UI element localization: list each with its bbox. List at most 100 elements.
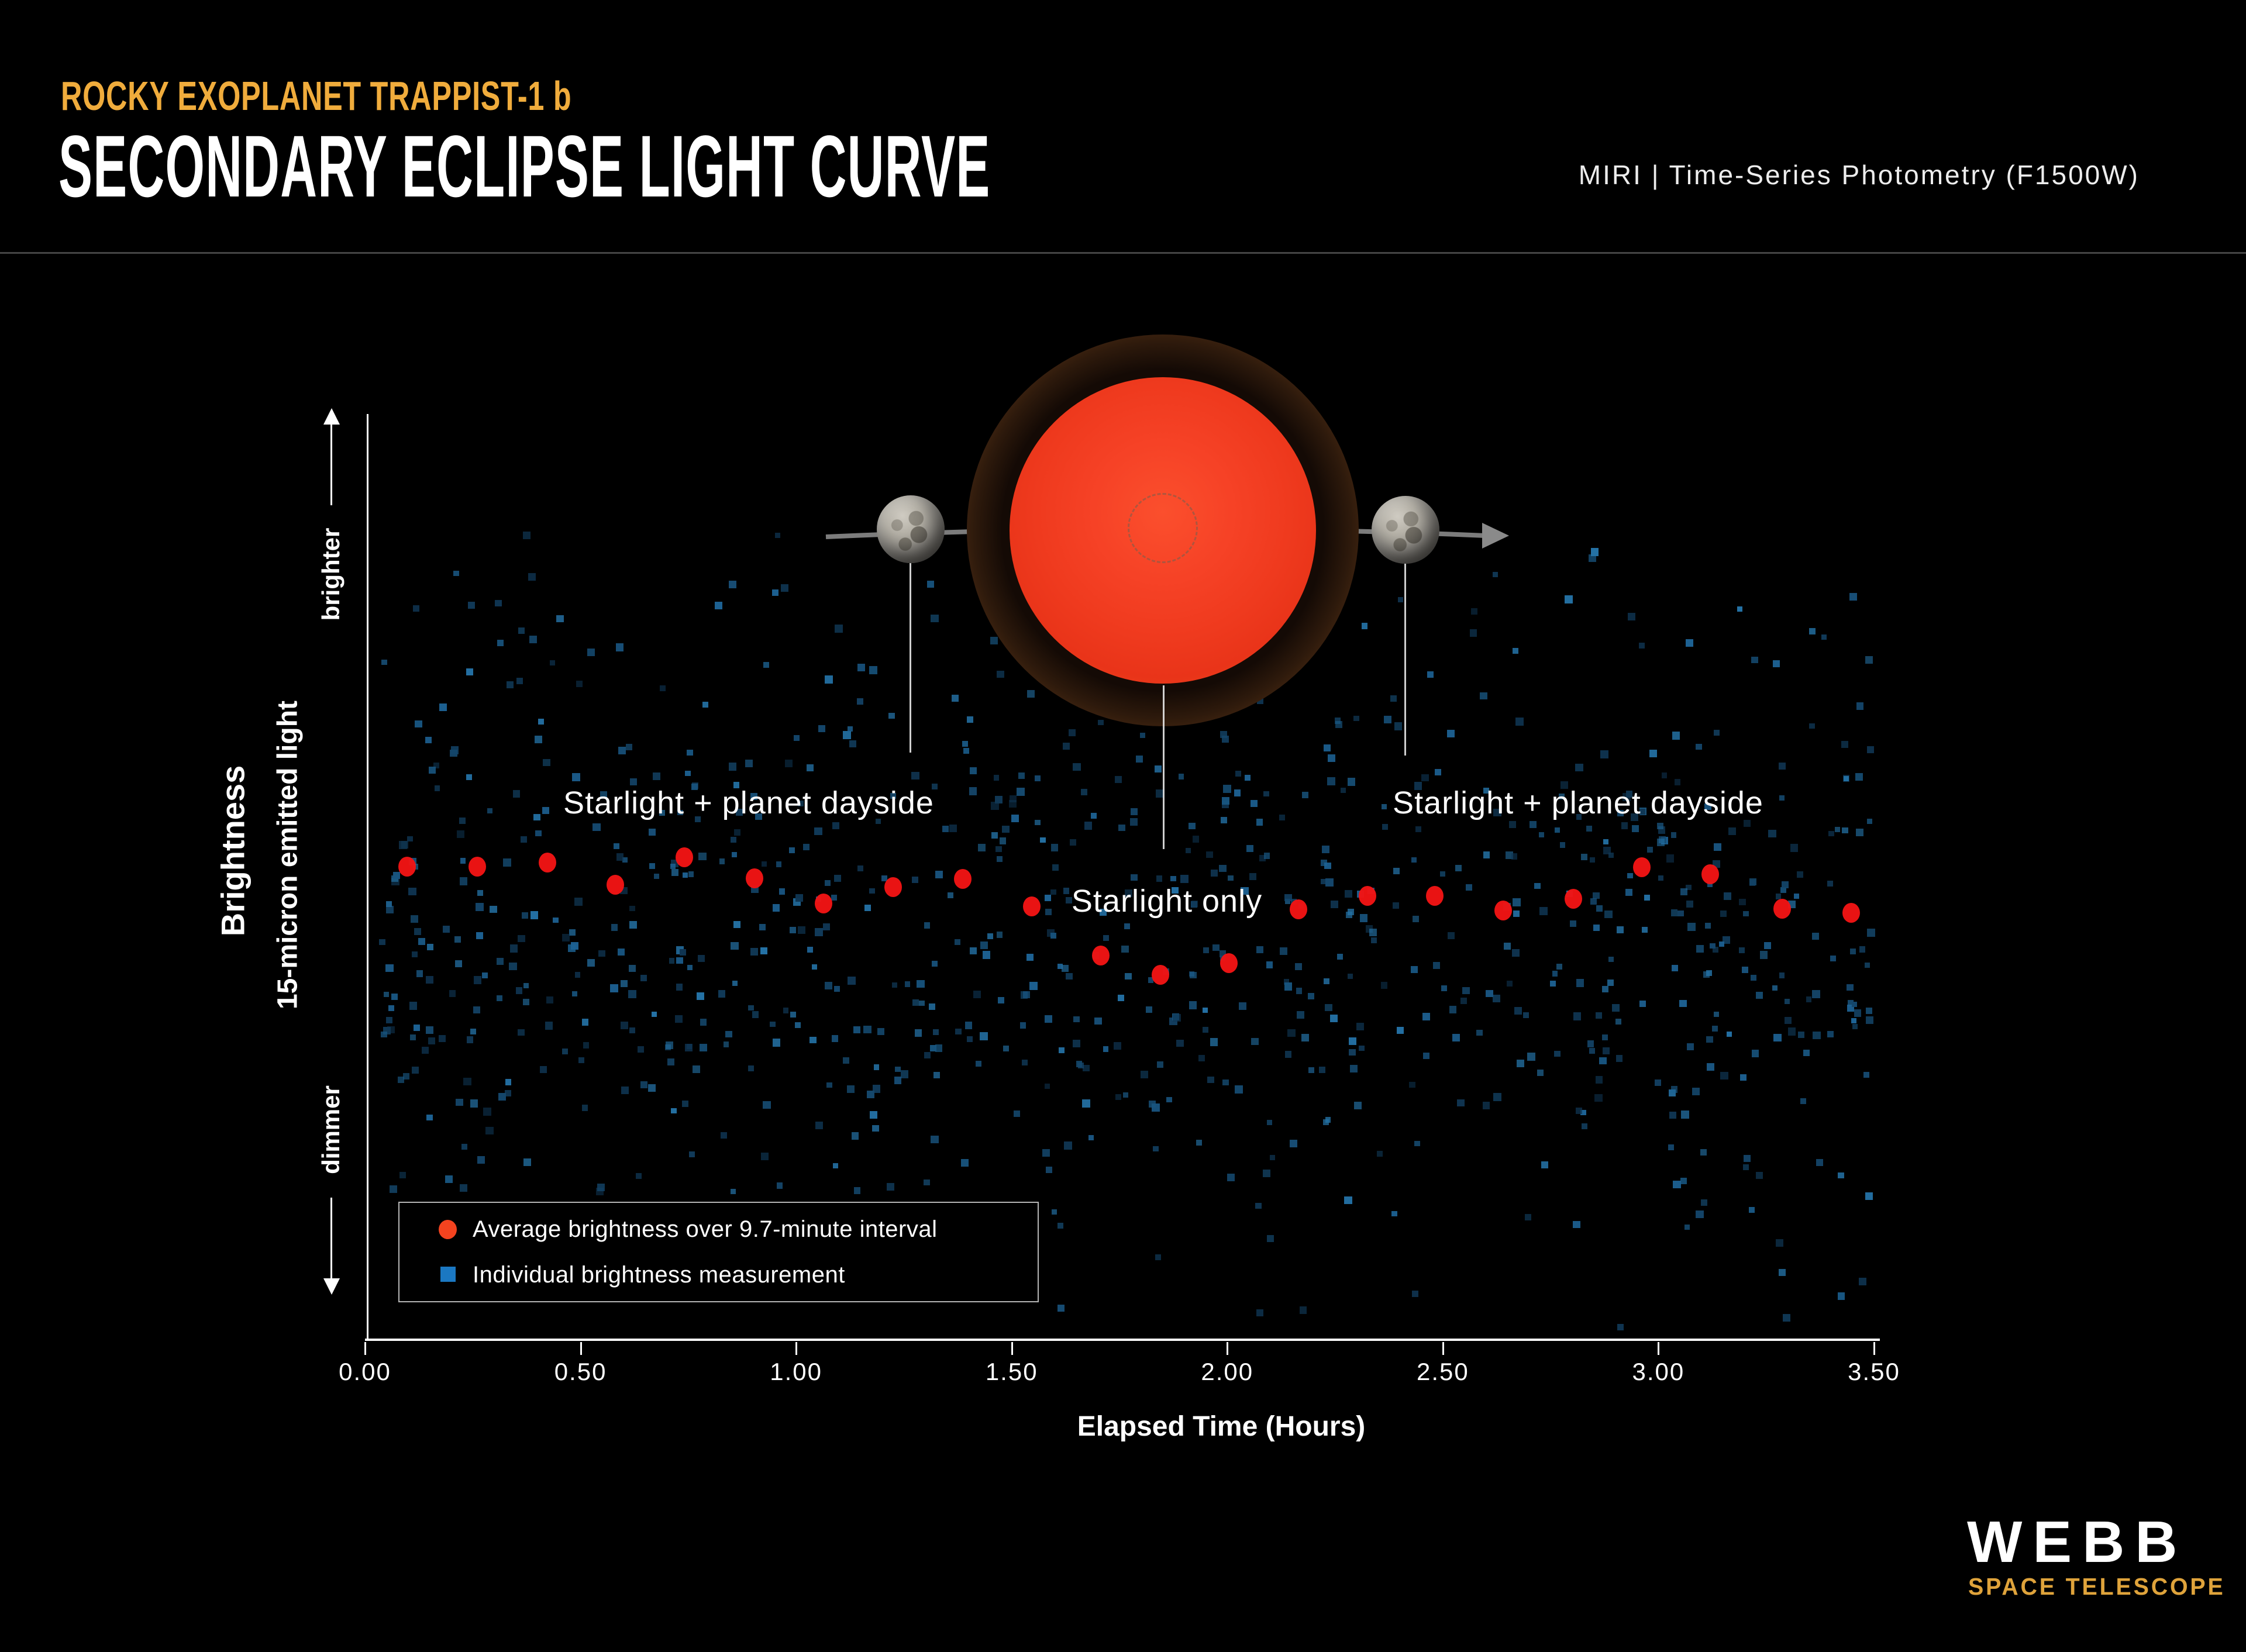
measurement-point xyxy=(495,600,502,607)
measurement-point xyxy=(569,929,576,936)
measurement-point xyxy=(549,660,556,666)
measurement-point xyxy=(1630,813,1638,821)
measurement-point xyxy=(426,1026,433,1034)
measurement-point xyxy=(842,1057,850,1064)
measurement-point xyxy=(833,1163,839,1168)
measurement-point xyxy=(1190,971,1197,979)
measurement-point xyxy=(1155,789,1164,798)
measurement-point xyxy=(1257,698,1263,705)
measurement-point xyxy=(1299,1306,1307,1314)
measurement-point xyxy=(1178,773,1184,780)
measurement-point xyxy=(1207,1076,1214,1084)
average-point xyxy=(468,857,486,877)
average-point xyxy=(1358,886,1376,906)
x-tick xyxy=(364,1342,366,1355)
measurement-point xyxy=(1113,1041,1122,1050)
measurement-point xyxy=(387,1026,395,1034)
measurement-point xyxy=(463,1077,471,1086)
measurement-point xyxy=(1686,639,1694,647)
measurement-point xyxy=(1377,1151,1383,1157)
measurement-point xyxy=(674,1015,683,1023)
measurement-point xyxy=(1008,799,1017,808)
measurement-point xyxy=(748,1065,755,1072)
measurement-point xyxy=(1779,795,1785,801)
measurement-point xyxy=(457,830,465,838)
measurement-point xyxy=(1811,932,1820,940)
header-divider xyxy=(0,252,2246,254)
measurement-point xyxy=(467,602,476,609)
measurement-point xyxy=(745,760,753,767)
measurement-point xyxy=(1670,1086,1677,1093)
average-point xyxy=(538,853,556,872)
measurement-point xyxy=(677,809,684,816)
measurement-point xyxy=(466,774,472,780)
measurement-point xyxy=(481,972,488,979)
measurement-point xyxy=(1865,1192,1873,1200)
measurement-point xyxy=(476,903,484,911)
measurement-point xyxy=(1052,864,1059,871)
measurement-point xyxy=(392,871,400,879)
measurement-point xyxy=(1455,865,1462,871)
measurement-point xyxy=(788,847,795,853)
measurement-point xyxy=(1666,854,1675,863)
measurement-point xyxy=(730,837,736,843)
measurement-point xyxy=(1068,729,1076,736)
measurement-point xyxy=(1129,818,1138,826)
measurement-point xyxy=(1696,743,1702,750)
measurement-point xyxy=(459,817,466,824)
measurement-point xyxy=(454,960,463,968)
measurement-point xyxy=(1787,1027,1796,1036)
measurement-point xyxy=(1838,1172,1844,1179)
measurement-point xyxy=(776,861,782,867)
measurement-point xyxy=(618,747,626,754)
measurement-point xyxy=(1221,796,1229,805)
measurement-point xyxy=(1603,839,1609,845)
measurement-point xyxy=(732,852,738,858)
measurement-point xyxy=(718,990,725,998)
measurement-point xyxy=(1118,824,1125,832)
measurement-point xyxy=(1615,1055,1623,1062)
measurement-point xyxy=(927,581,934,588)
measurement-point xyxy=(1266,1234,1274,1242)
measurement-point xyxy=(581,1105,588,1112)
measurement-point xyxy=(477,890,484,896)
measurement-point xyxy=(587,648,595,656)
measurement-point xyxy=(794,1022,801,1028)
measurement-point xyxy=(1131,874,1138,881)
measurement-point xyxy=(1713,729,1720,736)
x-tick xyxy=(795,1342,798,1355)
measurement-point xyxy=(1552,970,1558,977)
measurement-point xyxy=(969,787,977,795)
measurement-point xyxy=(433,762,440,768)
measurement-point xyxy=(381,659,387,665)
measurement-point xyxy=(1058,1047,1065,1054)
measurement-point xyxy=(924,922,931,929)
legend xyxy=(398,1202,1039,1302)
measurement-point xyxy=(733,782,740,788)
measurement-point xyxy=(818,725,826,733)
average-point xyxy=(398,857,416,877)
measurement-point xyxy=(1865,963,1870,968)
measurement-point xyxy=(735,808,743,816)
measurement-point xyxy=(1414,782,1422,790)
measurement-point xyxy=(863,1025,871,1034)
measurement-point xyxy=(728,763,737,771)
measurement-point xyxy=(1427,671,1434,678)
measurement-point xyxy=(1196,1139,1203,1146)
measurement-point xyxy=(1589,857,1596,863)
measurement-point xyxy=(1124,889,1133,898)
measurement-point xyxy=(1785,1016,1792,1024)
measurement-point xyxy=(401,841,408,849)
average-point xyxy=(1425,886,1444,906)
measurement-point xyxy=(517,934,525,943)
measurement-point xyxy=(518,627,525,634)
measurement-point xyxy=(1639,809,1645,815)
brighter-arrow-line xyxy=(330,425,332,505)
measurement-point xyxy=(1369,928,1377,936)
measurement-point xyxy=(688,871,694,877)
measurement-point xyxy=(696,992,704,1001)
measurement-point xyxy=(1325,1003,1332,1011)
measurement-point xyxy=(1527,1053,1536,1061)
average-point xyxy=(676,847,694,867)
measurement-point xyxy=(994,775,1000,781)
